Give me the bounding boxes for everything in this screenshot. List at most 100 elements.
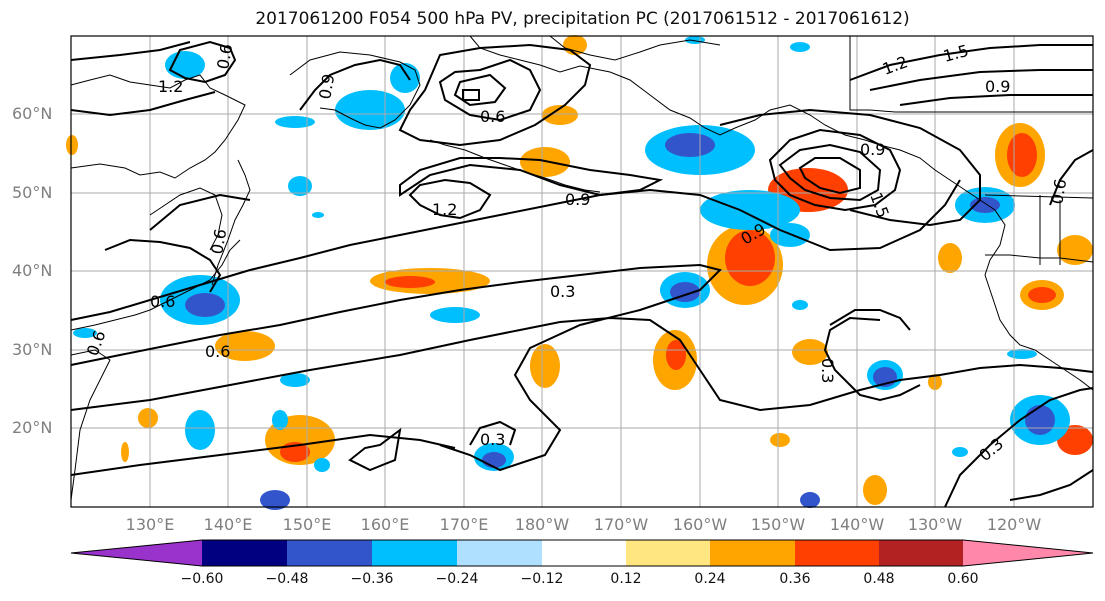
contour-0.3 [70,316,1094,412]
precip-patch [335,90,405,130]
graticule [71,36,1093,507]
precip-patch [563,35,587,55]
precip-patch [1007,133,1037,177]
contour-1.8-gulf [798,157,861,195]
lon-label: 160°W [672,515,728,534]
colorbar-segment [457,540,542,566]
contour-0.6-nw2 [299,58,411,111]
lat-label: 30°N [12,340,53,359]
precip-patch [725,230,775,286]
map-frame [70,35,1094,508]
contour-label: 0.9 [860,140,885,159]
contour-label: 0.6 [213,42,236,70]
pv-contours [70,40,1094,508]
colorbar-extend-high [963,540,1093,566]
precip-patch [1057,425,1093,455]
contour-1.2-inner [408,178,492,220]
contour-label: 1.2 [432,200,457,219]
colorbar-extend-low [71,540,202,566]
contour-0.6-ne [1049,149,1094,206]
colorbar-tick-label: 0.36 [779,571,811,587]
precip-patch [666,340,686,370]
lon-label: 130°W [907,515,963,534]
colorbar-tick-label: −0.60 [180,571,224,587]
precip-patch [665,133,715,157]
china-coast [70,349,111,501]
precip-patch [260,490,290,510]
japan [149,239,241,311]
lon-label: 180°W [514,515,570,534]
lon-label: 170°W [593,515,649,534]
lon-label: 160°E [360,515,410,534]
precip-patch [1028,287,1056,303]
precip-patch [385,276,435,288]
precip-patch [863,475,887,505]
lon-label: 150°W [750,515,806,534]
contour-0.6-upper [398,43,592,147]
colorbar-tick-label: −0.48 [265,571,309,587]
contour-label: 0.3 [480,430,505,449]
contour-1.2-nw [168,40,237,84]
precip-patch [770,433,790,447]
lat-label: 50°N [12,183,53,202]
colorbar-tick-label: −0.24 [435,571,479,587]
precip-patch [800,492,820,508]
precip-patch [138,408,158,428]
contour-label: 0.6 [480,107,505,126]
contour-label: 0.6 [1047,177,1070,205]
contour-label: 0.6 [207,227,230,255]
precip-patch [700,190,800,230]
lat-label: 40°N [12,261,53,280]
precip-patch [952,447,968,457]
precip-patch [280,373,310,387]
contour-label: 0.9 [315,72,338,100]
contour-label: 0.9 [565,190,590,209]
precip-patch [970,197,1000,213]
contour-label: 0.3 [818,358,837,383]
sakhalin-hokkaido [149,187,223,251]
precip-patch [215,331,275,361]
colorbar-outline [70,539,1094,567]
contour-0.6-west [104,238,222,293]
lat-label: 60°N [12,104,53,123]
contour-0.3-east [823,316,921,402]
colorbar-segment [202,540,287,566]
precip-patch [790,42,810,52]
precip-patch [185,293,225,317]
precip-patch [390,63,420,93]
contour-0.3-sw [348,427,402,472]
precip-patch [165,51,205,79]
contour-0.9-nw [70,41,216,117]
contour-1.5-ne [849,44,1093,81]
colorbar-tick-label: 0.12 [610,571,642,587]
colorbar-segment [626,540,710,566]
colorbar-tick-label: 0.60 [947,571,979,587]
contour-1.2-ne [869,69,1093,91]
contour-0.3-se2 [1009,469,1094,501]
colorbar-segment [287,540,372,566]
colorbar-tick-label: −0.36 [350,571,394,587]
contour-0.9-gulf [719,108,981,227]
colorbar-segment [879,540,963,566]
precip-patch [938,243,962,273]
contour-1.5-gulf [768,128,902,212]
precip-patch [1025,405,1055,435]
contour-0.3-south [469,420,517,446]
precip-patch [185,410,215,450]
colorbar-segment [542,540,626,566]
precip-patch [121,442,129,462]
canada-border [849,36,1093,113]
precip-patch [430,307,480,323]
contour-label: 0.6 [150,292,175,311]
us-state-lines [1039,195,1061,265]
alaska-west-coast [469,35,1094,391]
lon-label: 130°E [125,515,175,534]
precip-patch [312,212,324,218]
us-canada-border [984,194,1094,199]
okhotsk-coast [289,51,421,129]
contour-label: 0.6 [205,342,230,361]
kamchatka-kuril [211,159,251,286]
lon-label: 150°E [282,515,332,534]
precip-patch [73,328,97,338]
